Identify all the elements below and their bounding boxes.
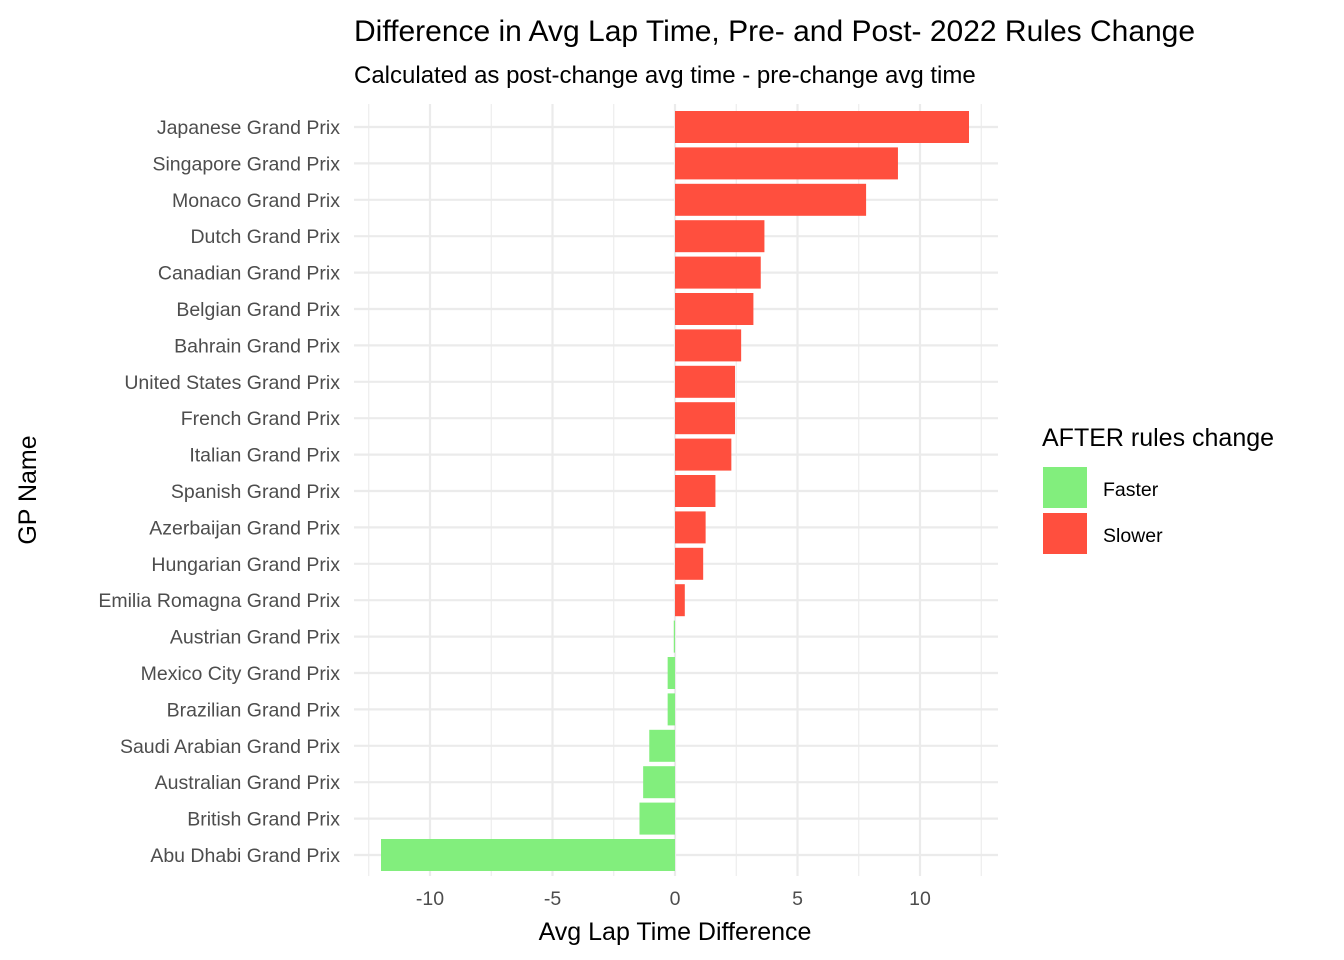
bar	[667, 693, 675, 726]
y-tick-label: Azerbaijan Grand Prix	[149, 517, 340, 539]
bar	[675, 329, 742, 362]
bar	[675, 547, 704, 580]
y-tick-label: Australian Grand Prix	[155, 772, 341, 794]
x-tick-label: 5	[792, 888, 803, 910]
y-axis-title: GP Name	[14, 435, 42, 544]
y-tick-label: Spanish Grand Prix	[171, 481, 340, 503]
y-tick-label: Monaco Grand Prix	[172, 190, 340, 212]
bars	[381, 111, 969, 871]
bar	[675, 438, 732, 471]
bar	[675, 220, 765, 253]
bar	[675, 475, 716, 507]
y-tick-label: Singapore Grand Prix	[152, 153, 340, 175]
y-tick-label: United States Grand Prix	[124, 372, 340, 394]
y-tick-label: Saudi Arabian Grand Prix	[120, 736, 340, 758]
legend-title: AFTER rules change	[1042, 424, 1274, 452]
chart-title: Difference in Avg Lap Time, Pre- and Pos…	[354, 15, 1195, 48]
legend-key-slower	[1043, 513, 1087, 554]
x-axis-title: Avg Lap Time Difference	[539, 918, 812, 946]
legend-label-faster: Faster	[1103, 479, 1159, 501]
bar	[649, 729, 675, 762]
bar	[639, 802, 675, 835]
y-tick-label: Japanese Grand Prix	[157, 117, 340, 139]
y-tick-label: French Grand Prix	[181, 408, 341, 430]
bar	[381, 839, 675, 871]
chart-subtitle: Calculated as post-change avg time - pre…	[354, 62, 976, 89]
y-tick-label: Mexico City Grand Prix	[141, 663, 341, 685]
y-tick-label: Hungarian Grand Prix	[151, 554, 340, 576]
bar	[675, 256, 761, 289]
x-tick-label: 0	[670, 888, 681, 910]
y-tick-label: Canadian Grand Prix	[158, 263, 340, 285]
x-tick-label: 10	[909, 888, 931, 910]
bar	[675, 293, 754, 325]
bar	[675, 365, 736, 398]
y-tick-label: British Grand Prix	[187, 809, 340, 831]
bar	[675, 511, 706, 544]
bar	[675, 147, 898, 180]
x-tick-label: -10	[416, 888, 444, 910]
legend-key-faster	[1043, 467, 1087, 508]
y-tick-label: Austrian Grand Prix	[170, 627, 340, 649]
x-axis-tick-labels: -10 -5 0 5 10	[416, 888, 931, 910]
bar	[675, 183, 867, 216]
bar	[675, 111, 969, 143]
y-tick-label: Dutch Grand Prix	[190, 226, 340, 248]
legend-label-slower: Slower	[1103, 525, 1163, 547]
bar	[643, 766, 675, 799]
bar	[675, 402, 736, 435]
legend: AFTER rules change Faster Slower	[1042, 424, 1274, 554]
y-tick-label: Abu Dhabi Grand Prix	[150, 845, 340, 867]
y-tick-label: Italian Grand Prix	[189, 445, 340, 467]
bar	[675, 584, 685, 617]
bar	[673, 620, 675, 653]
y-tick-label: Bahrain Grand Prix	[174, 335, 340, 357]
y-axis-tick-labels: Japanese Grand Prix Singapore Grand Prix M…	[98, 117, 340, 867]
y-tick-label: Emilia Romagna Grand Prix	[98, 590, 340, 612]
bar	[667, 657, 675, 689]
y-tick-label: Belgian Grand Prix	[176, 299, 340, 321]
y-tick-label: Brazilian Grand Prix	[167, 699, 341, 721]
x-tick-label: -5	[544, 888, 561, 910]
